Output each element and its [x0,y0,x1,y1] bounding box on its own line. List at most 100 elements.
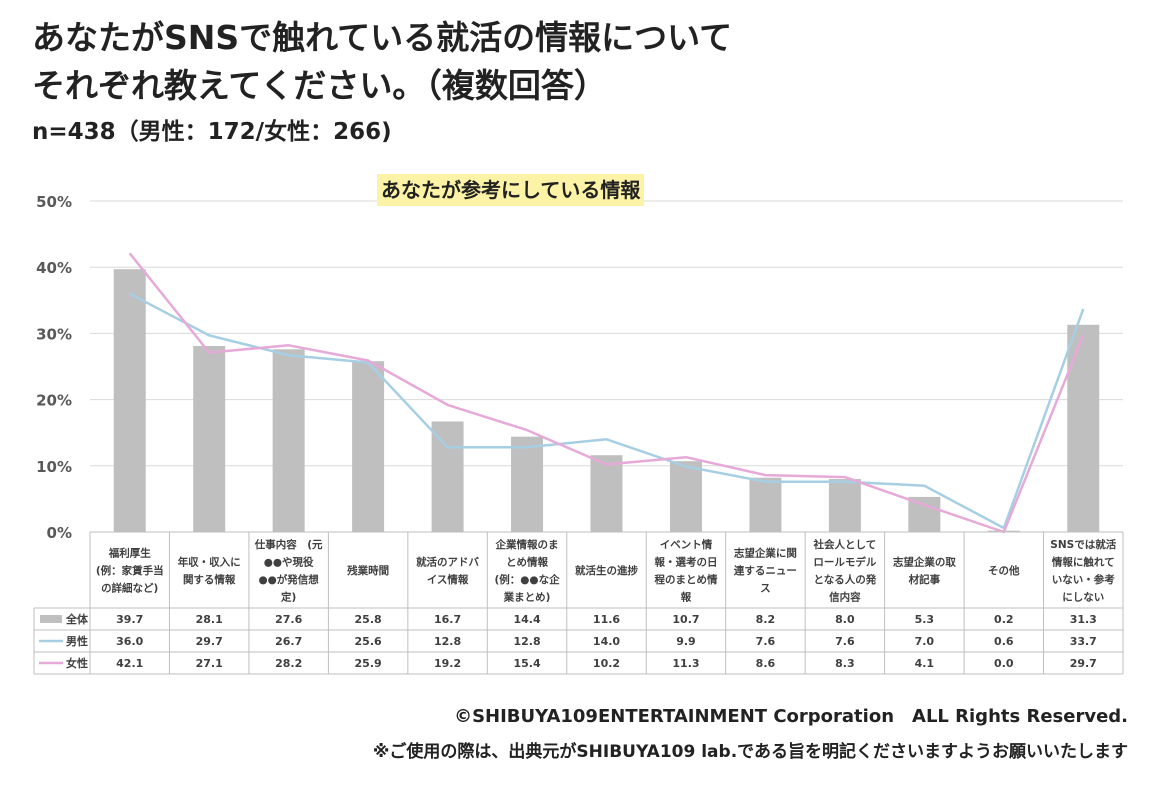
data-label: 0.2 [994,613,1014,626]
bar [669,461,702,532]
data-label: 15.4 [513,657,540,670]
data-label: 25.8 [355,613,382,626]
data-label: 7.6 [835,635,855,648]
chart-title: あなたが参考にしている情報 [377,174,645,206]
data-label: 10.7 [672,613,699,626]
data-label: 27.6 [275,613,302,626]
category-label: ロールモデル [813,555,876,568]
category-label: 仕事内容 (元 [254,538,323,551]
category-label: 社会人として [813,538,877,551]
category-label: 材記事 [908,573,941,586]
category-label: その他 [988,564,1020,577]
data-label: 19.2 [434,657,461,670]
bar [431,421,464,532]
data-label: 0.0 [994,657,1014,670]
legend-label: 女性 [66,656,88,670]
category-label: 志望企業に関 [734,547,797,560]
data-label: 8.3 [835,657,855,670]
data-label: 8.6 [756,657,776,670]
category-label: 報 [681,590,692,603]
bar [113,269,146,532]
category-label: となる人の発 [814,573,877,586]
legend-key-全体 [40,615,62,623]
data-label: 26.7 [275,635,302,648]
category-label: の詳細など) [101,582,158,595]
data-label: 8.2 [756,613,776,626]
data-label: 12.8 [513,635,540,648]
category-label: 情報に触れて [1052,555,1115,568]
data-label: 11.6 [593,613,620,626]
category-label: 業まとめ) [503,590,551,603]
category-label: 程のまとめ情 [654,573,717,586]
data-label: 29.7 [1070,657,1097,670]
category-label: イス情報 [427,573,469,586]
data-label: 28.2 [275,657,302,670]
sample-size: n=438（男性：172/女性：266) [32,119,392,145]
usage-note: ※ご使用の際は、出典元がSHIBUYA109 lab.である旨を明記くださいます… [372,742,1128,762]
data-label: 7.0 [915,635,935,648]
data-label: 12.8 [434,635,461,648]
page-title: あなたがSNSで触れている就活の情報について それぞれ教えてください。（複数回答… [32,14,732,110]
category-label: いない・参考 [1052,573,1115,586]
category-label: とめ情報 [506,555,548,568]
category-label: ス [760,583,771,595]
y-tick-label: 10% [36,458,72,476]
bar [193,345,226,532]
bar [908,496,941,532]
data-label: 25.9 [355,657,382,670]
data-label: 7.6 [756,635,776,648]
data-label: 42.1 [116,657,143,670]
category-label: 年収・収入に [178,555,241,568]
bar [272,349,305,532]
category-label: ●●や現役 [264,555,314,568]
data-label: 29.7 [196,635,223,648]
data-label: 5.3 [915,613,935,626]
copyright: ©SHIBUYA109ENTERTAINMENT Corporation ALL… [454,706,1128,727]
category-label: 関する情報 [183,573,236,586]
data-label: 8.0 [835,613,855,626]
data-label: 16.7 [434,613,461,626]
title-line-1: あなたがSNSで触れている就活の情報について [32,18,733,57]
category-label: 報・選考の日 [654,555,717,568]
legend-label: 全体 [65,612,89,626]
category-label: 就活生の進捗 [575,564,638,577]
data-label: 33.7 [1070,635,1097,648]
bar [828,479,861,532]
title-line-2: それぞれ教えてください。（複数回答） [32,66,607,105]
data-label: 28.1 [196,613,223,626]
category-label: (例：●●な企 [494,573,560,586]
data-label: 27.1 [196,657,223,670]
y-tick-label: 0% [47,524,72,542]
bar [1067,324,1100,532]
data-label: 0.6 [994,635,1014,648]
data-label: 14.4 [513,613,540,626]
series-line-男性 [129,292,1085,530]
category-label: 定) [280,590,296,603]
category-label: (例：家賃手当 [96,564,164,577]
category-label: 企業情報のま [495,538,559,551]
bar [590,455,623,532]
y-tick-label: 40% [36,259,72,277]
y-tick-label: 30% [36,325,72,343]
data-label: 11.3 [672,657,699,670]
y-tick-label: 50% [36,193,72,211]
data-label: 10.2 [593,657,620,670]
y-tick-label: 20% [36,392,72,410]
data-label: 4.1 [915,657,935,670]
category-label: 志望企業の取 [893,555,956,568]
category-label: 連するニュー [734,564,797,577]
category-label: イベント情 [660,538,713,551]
bar [749,477,782,532]
legend-label: 男性 [66,634,88,648]
data-label: 25.6 [355,635,382,648]
series-line-女性 [128,252,1085,534]
bar [352,361,385,532]
data-label: 14.0 [593,635,620,648]
category-label: ●●が発信想 [258,573,319,586]
category-label: 残業時間 [347,564,389,577]
data-label: 9.9 [676,635,696,648]
category-label: 就活のアドバ [416,555,479,568]
category-label: 福利厚生 [108,547,151,560]
category-label: にしない [1062,591,1104,603]
